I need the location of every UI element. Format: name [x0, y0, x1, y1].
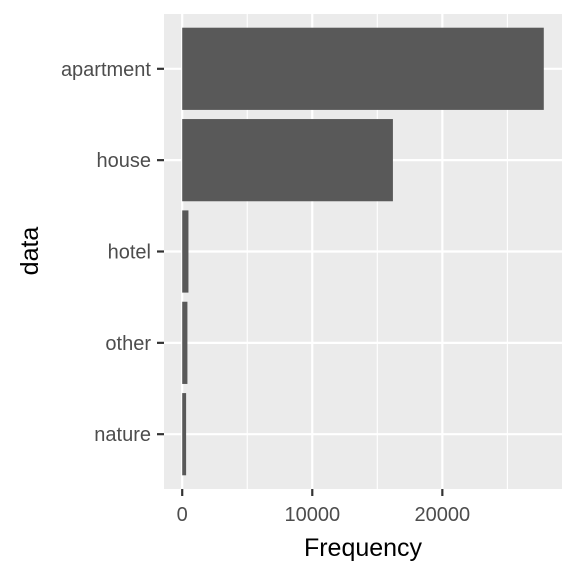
x-axis: 0 10000 20000 — [177, 489, 471, 526]
y-tick-label-house: house — [97, 150, 152, 172]
y-axis-title: data — [16, 227, 44, 276]
bar-house — [182, 119, 393, 202]
y-tick-label-nature: nature — [94, 424, 151, 446]
bar-nature — [182, 393, 187, 476]
y-tick-label-other: other — [105, 333, 151, 355]
bar-apartment — [182, 27, 544, 110]
x-tick-label-2: 20000 — [415, 504, 471, 526]
y-tick-label-apartment: apartment — [61, 59, 151, 81]
bars — [182, 27, 544, 476]
bar-hotel — [182, 210, 189, 293]
y-axis: apartment house hotel other nature — [61, 59, 164, 446]
bar-other — [182, 301, 188, 384]
x-tick-label-0: 0 — [177, 504, 188, 526]
x-axis-title: Frequency — [304, 534, 423, 562]
y-tick-label-hotel: hotel — [108, 242, 151, 264]
x-tick-label-1: 10000 — [284, 504, 340, 526]
